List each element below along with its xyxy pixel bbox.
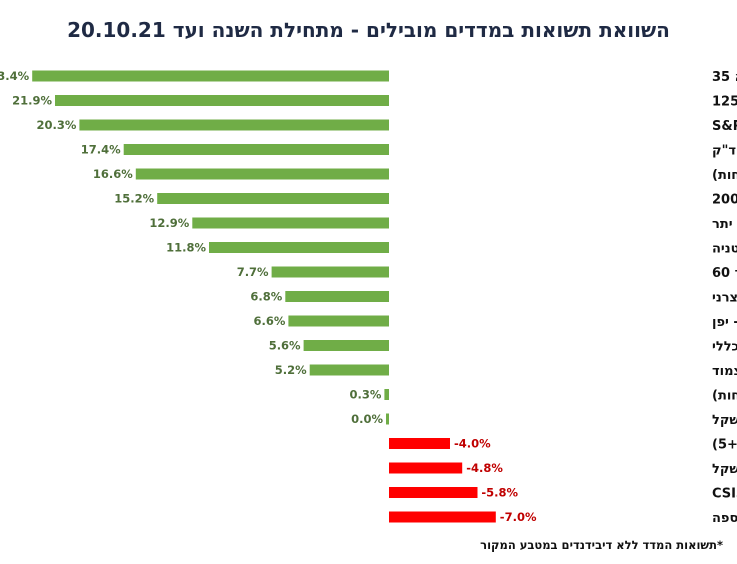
- bar: [157, 193, 389, 204]
- category-label: אג"ח קונצרני: [712, 291, 737, 306]
- category-label: תל בונד 60: [712, 266, 737, 281]
- category-label: דולר - שקל: [712, 413, 737, 428]
- bar: [32, 70, 389, 82]
- category-label: אג"ח כללי: [712, 340, 737, 355]
- footnote: *תשואות המדד ללא דיבידנדים במטבע המקור: [480, 538, 723, 552]
- bar-value-label: 21.9%: [12, 94, 52, 108]
- bar-value-label: 15.2%: [114, 192, 154, 206]
- bar: [386, 413, 389, 425]
- category-label: S&P500: [712, 119, 737, 134]
- bar: [309, 364, 389, 376]
- bar: [389, 511, 496, 523]
- bar-value-label: 6.6%: [253, 314, 285, 328]
- bar-value-label: 5.2%: [275, 363, 307, 377]
- bar: [303, 340, 389, 351]
- bar: [79, 119, 390, 131]
- category-label: ברזיל - בווספה: [712, 511, 737, 526]
- bar-value-label: 11.8%: [166, 241, 206, 255]
- bar: [285, 291, 389, 302]
- bar: [288, 315, 389, 327]
- category-label: אג"ח ממשלתי צמוד: [712, 364, 737, 379]
- bar: [123, 144, 389, 155]
- bar: [384, 389, 389, 400]
- category-label: ת"א 35: [712, 70, 737, 85]
- category-label: ת"א 125: [712, 95, 737, 110]
- category-label: ראסל 2000: [712, 193, 737, 208]
- bar: [135, 168, 389, 180]
- category-label: נאסד"ק: [712, 144, 737, 159]
- category-label: ניקיי 225 - יפן: [712, 315, 737, 330]
- category-label: אג"ח ממשלתי שקלי ארוך (+5): [712, 438, 737, 453]
- bar: [55, 95, 389, 106]
- bar-value-label: 7.7%: [237, 265, 269, 279]
- bar-value-label: 23.4%: [0, 69, 30, 83]
- chart-title: השוואת תשואות במדדים מובילים - מתחילת הש…: [67, 18, 670, 42]
- bar: [389, 487, 478, 498]
- bar-value-label: -5.8%: [481, 486, 518, 500]
- category-label: יורו - שקל: [712, 462, 737, 477]
- category-label: MSCI EM (מתפתחות): [712, 389, 737, 404]
- category-label: סין - CSI300: [712, 487, 737, 502]
- bar-value-label: 6.8%: [250, 290, 282, 304]
- bar-value-label: -7.0%: [500, 510, 537, 524]
- bar-value-label: -4.0%: [454, 437, 491, 451]
- bar: [209, 242, 389, 253]
- bar-value-label: 5.6%: [269, 339, 301, 353]
- category-label: ת"א יתר: [712, 217, 737, 232]
- bar-value-label: 17.4%: [81, 143, 121, 157]
- bar: [389, 462, 463, 474]
- bar-value-label: 12.9%: [149, 216, 189, 230]
- bar: [389, 438, 450, 449]
- category-label: פוטסי - בריטניה: [712, 242, 737, 257]
- bar-value-label: 0.0%: [351, 412, 383, 426]
- bar-value-label: -4.8%: [466, 461, 503, 475]
- bar-value-label: 0.3%: [349, 388, 381, 402]
- bar-value-label: 20.3%: [36, 118, 76, 132]
- bar-value-label: 16.6%: [93, 167, 133, 181]
- bar: [271, 266, 389, 278]
- bar: [192, 217, 389, 229]
- category-label: MSCI World (מפותחות): [712, 168, 737, 183]
